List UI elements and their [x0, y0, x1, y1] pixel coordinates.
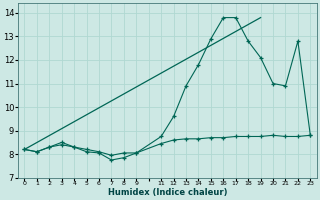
X-axis label: Humidex (Indice chaleur): Humidex (Indice chaleur) — [108, 188, 227, 197]
